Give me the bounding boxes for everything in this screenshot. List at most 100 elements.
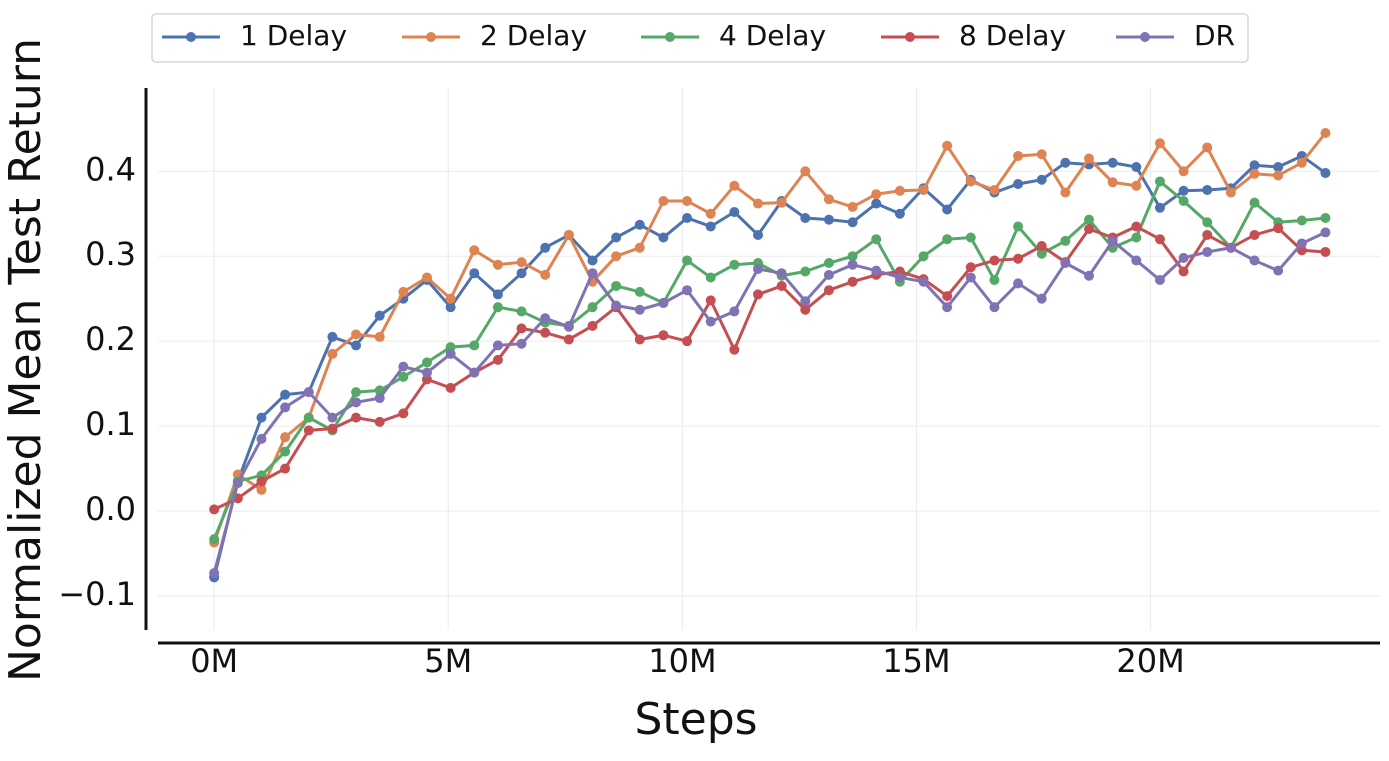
data-point — [1249, 168, 1260, 179]
data-point — [1107, 177, 1118, 188]
data-point — [587, 255, 598, 266]
data-point — [800, 212, 811, 223]
data-point — [398, 286, 409, 297]
data-point — [729, 306, 740, 317]
data-point — [1084, 270, 1095, 281]
data-point — [634, 242, 645, 253]
data-point — [351, 387, 362, 398]
data-point — [1084, 214, 1095, 225]
data-point — [587, 302, 598, 313]
data-point — [492, 354, 503, 365]
data-point — [540, 313, 551, 324]
data-point — [989, 255, 1000, 266]
data-point — [989, 302, 1000, 313]
series-line — [212, 132, 1327, 543]
data-point — [658, 195, 669, 206]
data-point — [1036, 293, 1047, 304]
y-tick-label: 0.4 — [85, 150, 136, 188]
data-point — [1202, 217, 1213, 228]
data-point — [209, 534, 220, 545]
data-point — [516, 338, 527, 349]
legend-marker — [186, 32, 196, 42]
x-tick-label: 10M — [648, 642, 716, 680]
data-point — [303, 425, 314, 436]
data-point — [965, 262, 976, 273]
data-point — [942, 204, 953, 215]
data-point — [1320, 227, 1331, 238]
data-point — [398, 408, 409, 419]
data-point — [1107, 235, 1118, 246]
data-point — [823, 214, 834, 225]
data-point — [965, 272, 976, 283]
data-point — [776, 268, 787, 279]
data-point — [894, 208, 905, 219]
data-point — [705, 221, 716, 232]
data-point — [942, 291, 953, 302]
data-point — [1320, 246, 1331, 257]
data-point — [1273, 223, 1284, 234]
data-point — [445, 348, 456, 359]
data-point — [1273, 170, 1284, 181]
y-tick-label: −0.1 — [58, 575, 136, 613]
data-point — [1154, 274, 1165, 285]
data-point — [540, 242, 551, 253]
data-point — [1202, 229, 1213, 240]
data-point — [1060, 157, 1071, 168]
data-point — [1225, 187, 1236, 198]
data-point — [942, 234, 953, 245]
data-point — [965, 232, 976, 243]
data-point — [682, 255, 693, 266]
data-point — [398, 371, 409, 382]
data-point — [1296, 215, 1307, 226]
data-point — [1036, 248, 1047, 259]
data-point — [871, 234, 882, 245]
data-point — [469, 268, 480, 279]
legend-label: DR — [1194, 19, 1235, 52]
data-point — [1036, 174, 1047, 185]
data-point — [256, 476, 267, 487]
data-point — [752, 263, 763, 274]
data-point — [1084, 153, 1095, 164]
data-point — [800, 296, 811, 307]
data-point — [351, 329, 362, 340]
y-axis-label: Normalized Mean Test Return — [0, 38, 51, 682]
data-point — [516, 323, 527, 334]
data-point — [1154, 176, 1165, 187]
x-tick-label: 0M — [190, 642, 238, 680]
legend-marker — [1140, 32, 1150, 42]
legend-box — [151, 13, 1249, 63]
data-point — [847, 217, 858, 228]
data-point — [1131, 221, 1142, 232]
data-point — [492, 302, 503, 313]
data-point — [492, 289, 503, 300]
y-tick-label: 0.0 — [85, 490, 136, 528]
data-point — [1013, 178, 1024, 189]
data-point — [303, 412, 314, 423]
data-point — [634, 286, 645, 297]
data-point — [1273, 162, 1284, 173]
x-axis-label: Steps — [634, 694, 757, 745]
data-point — [729, 180, 740, 191]
data-point — [942, 302, 953, 313]
data-point — [682, 195, 693, 206]
data-point — [421, 367, 432, 378]
data-point — [1178, 195, 1189, 206]
data-point — [634, 219, 645, 230]
legend-label: 4 Delay — [719, 19, 826, 52]
data-point — [280, 446, 291, 457]
data-point — [942, 140, 953, 151]
data-point — [1060, 187, 1071, 198]
data-point — [1273, 265, 1284, 276]
data-point — [847, 276, 858, 287]
data-point — [1202, 184, 1213, 195]
data-point — [445, 382, 456, 393]
data-point — [1013, 221, 1024, 232]
data-point — [1131, 232, 1142, 243]
data-point — [327, 423, 338, 434]
x-tick-label: 20M — [1116, 642, 1184, 680]
data-point — [918, 251, 929, 262]
data-point — [800, 266, 811, 277]
data-point — [303, 387, 314, 398]
data-point — [823, 285, 834, 296]
data-point — [540, 269, 551, 280]
